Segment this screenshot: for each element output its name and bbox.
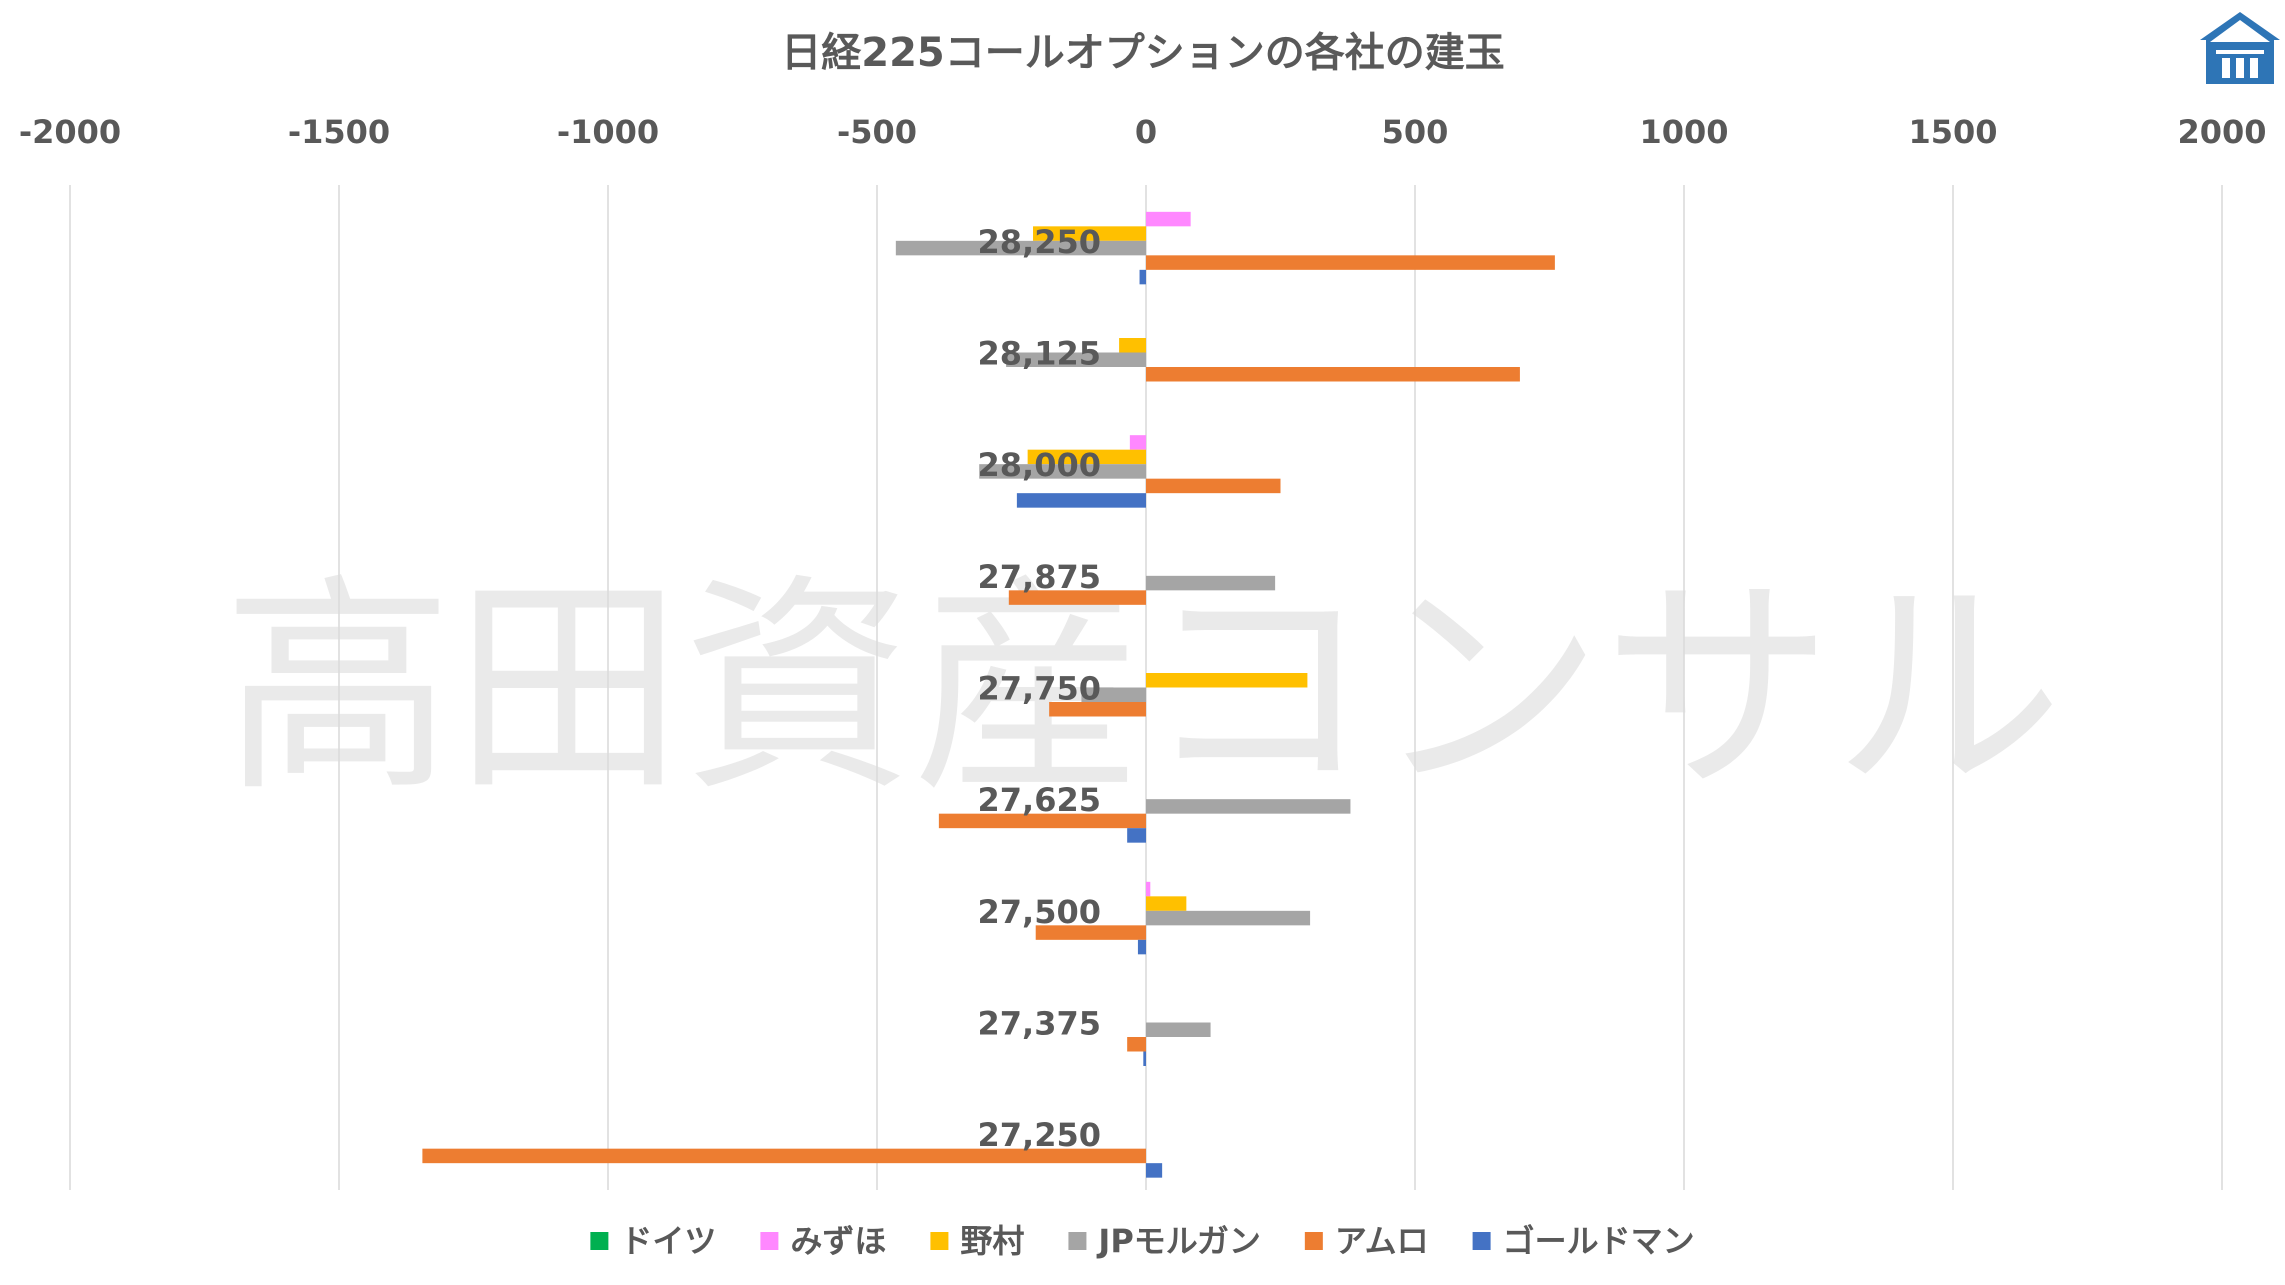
category-label: 27,625: [978, 781, 1101, 819]
bar: [1146, 367, 1520, 382]
category-label: 27,375: [978, 1005, 1101, 1043]
category-label: 28,250: [978, 223, 1101, 261]
bar: [1146, 799, 1351, 814]
bar: [1127, 828, 1146, 843]
bar: [1016, 493, 1146, 508]
bar: [895, 240, 1146, 256]
bars: [422, 211, 1555, 1178]
legend: ドイツ みずほ 野村 JPモルガン アムロ ゴールドマン: [590, 1222, 1695, 1260]
bar: [1146, 211, 1191, 227]
bar: [1146, 1163, 1163, 1178]
bar: [1119, 338, 1146, 353]
x-axis-ticks: -2000 -1500 -1000 -500 0 500 1000 1500 2000: [19, 113, 2267, 151]
bar: [1139, 269, 1146, 285]
category-label: 27,500: [978, 893, 1101, 931]
bar: [979, 464, 1146, 479]
legend-label: JPモルガン: [1096, 1222, 1260, 1260]
bar: [1146, 255, 1555, 270]
bar: [1143, 1051, 1146, 1066]
category-label: 28,125: [978, 335, 1101, 373]
bar: [1081, 687, 1146, 702]
x-tick-label: 0: [1135, 113, 1157, 151]
legend-label: 野村: [960, 1222, 1024, 1260]
bar: [1049, 702, 1146, 717]
company-logo-icon: [2200, 12, 2280, 84]
category-labels: 28,250 28,125 28,000 27,875 27,750 27,625 27,5…: [978, 223, 1101, 1154]
legend-label: ゴールドマン: [1503, 1222, 1695, 1260]
x-tick-label: -1500: [288, 113, 390, 151]
x-tick-label: -1000: [557, 113, 659, 151]
x-tick-label: 1500: [1908, 113, 1997, 151]
bar: [1146, 910, 1311, 926]
x-tick-label: -500: [837, 113, 917, 151]
bar: [1129, 435, 1146, 450]
category-label: 27,750: [978, 670, 1101, 708]
bar: [1137, 939, 1146, 955]
bar: [1035, 925, 1146, 940]
legend-swatch: [1472, 1232, 1491, 1250]
x-tick-label: -2000: [19, 113, 121, 151]
chart-title: 日経225コールオプションの各社の建玉: [781, 30, 1505, 76]
category-label: 28,000: [978, 446, 1101, 484]
bar: [1146, 478, 1281, 494]
legend-swatch: [1068, 1232, 1087, 1250]
bar: [1006, 352, 1146, 367]
bar: [938, 813, 1146, 829]
legend-label: アムロ: [1335, 1222, 1429, 1260]
legend-swatch: [590, 1232, 609, 1250]
bar: [422, 1148, 1146, 1164]
legend-label: ドイツ: [620, 1222, 716, 1260]
bar: [1127, 1037, 1146, 1052]
bar: [1027, 449, 1146, 465]
legend-swatch: [930, 1232, 949, 1250]
bar: [1146, 1022, 1211, 1037]
x-tick-label: 500: [1382, 113, 1449, 151]
legend-label: みずほ: [790, 1222, 886, 1260]
bar: [1146, 673, 1308, 688]
x-tick-label: 1000: [1639, 113, 1728, 151]
bar: [1146, 575, 1276, 591]
category-label: 27,250: [978, 1116, 1101, 1154]
legend-swatch: [1304, 1232, 1323, 1250]
category-label: 27,875: [978, 558, 1101, 596]
bar: [1146, 881, 1151, 897]
x-tick-label: 2000: [2177, 113, 2266, 151]
bar: [1033, 226, 1146, 241]
legend-swatch: [760, 1232, 779, 1250]
bar: [1146, 896, 1187, 911]
bar: [1008, 590, 1146, 605]
